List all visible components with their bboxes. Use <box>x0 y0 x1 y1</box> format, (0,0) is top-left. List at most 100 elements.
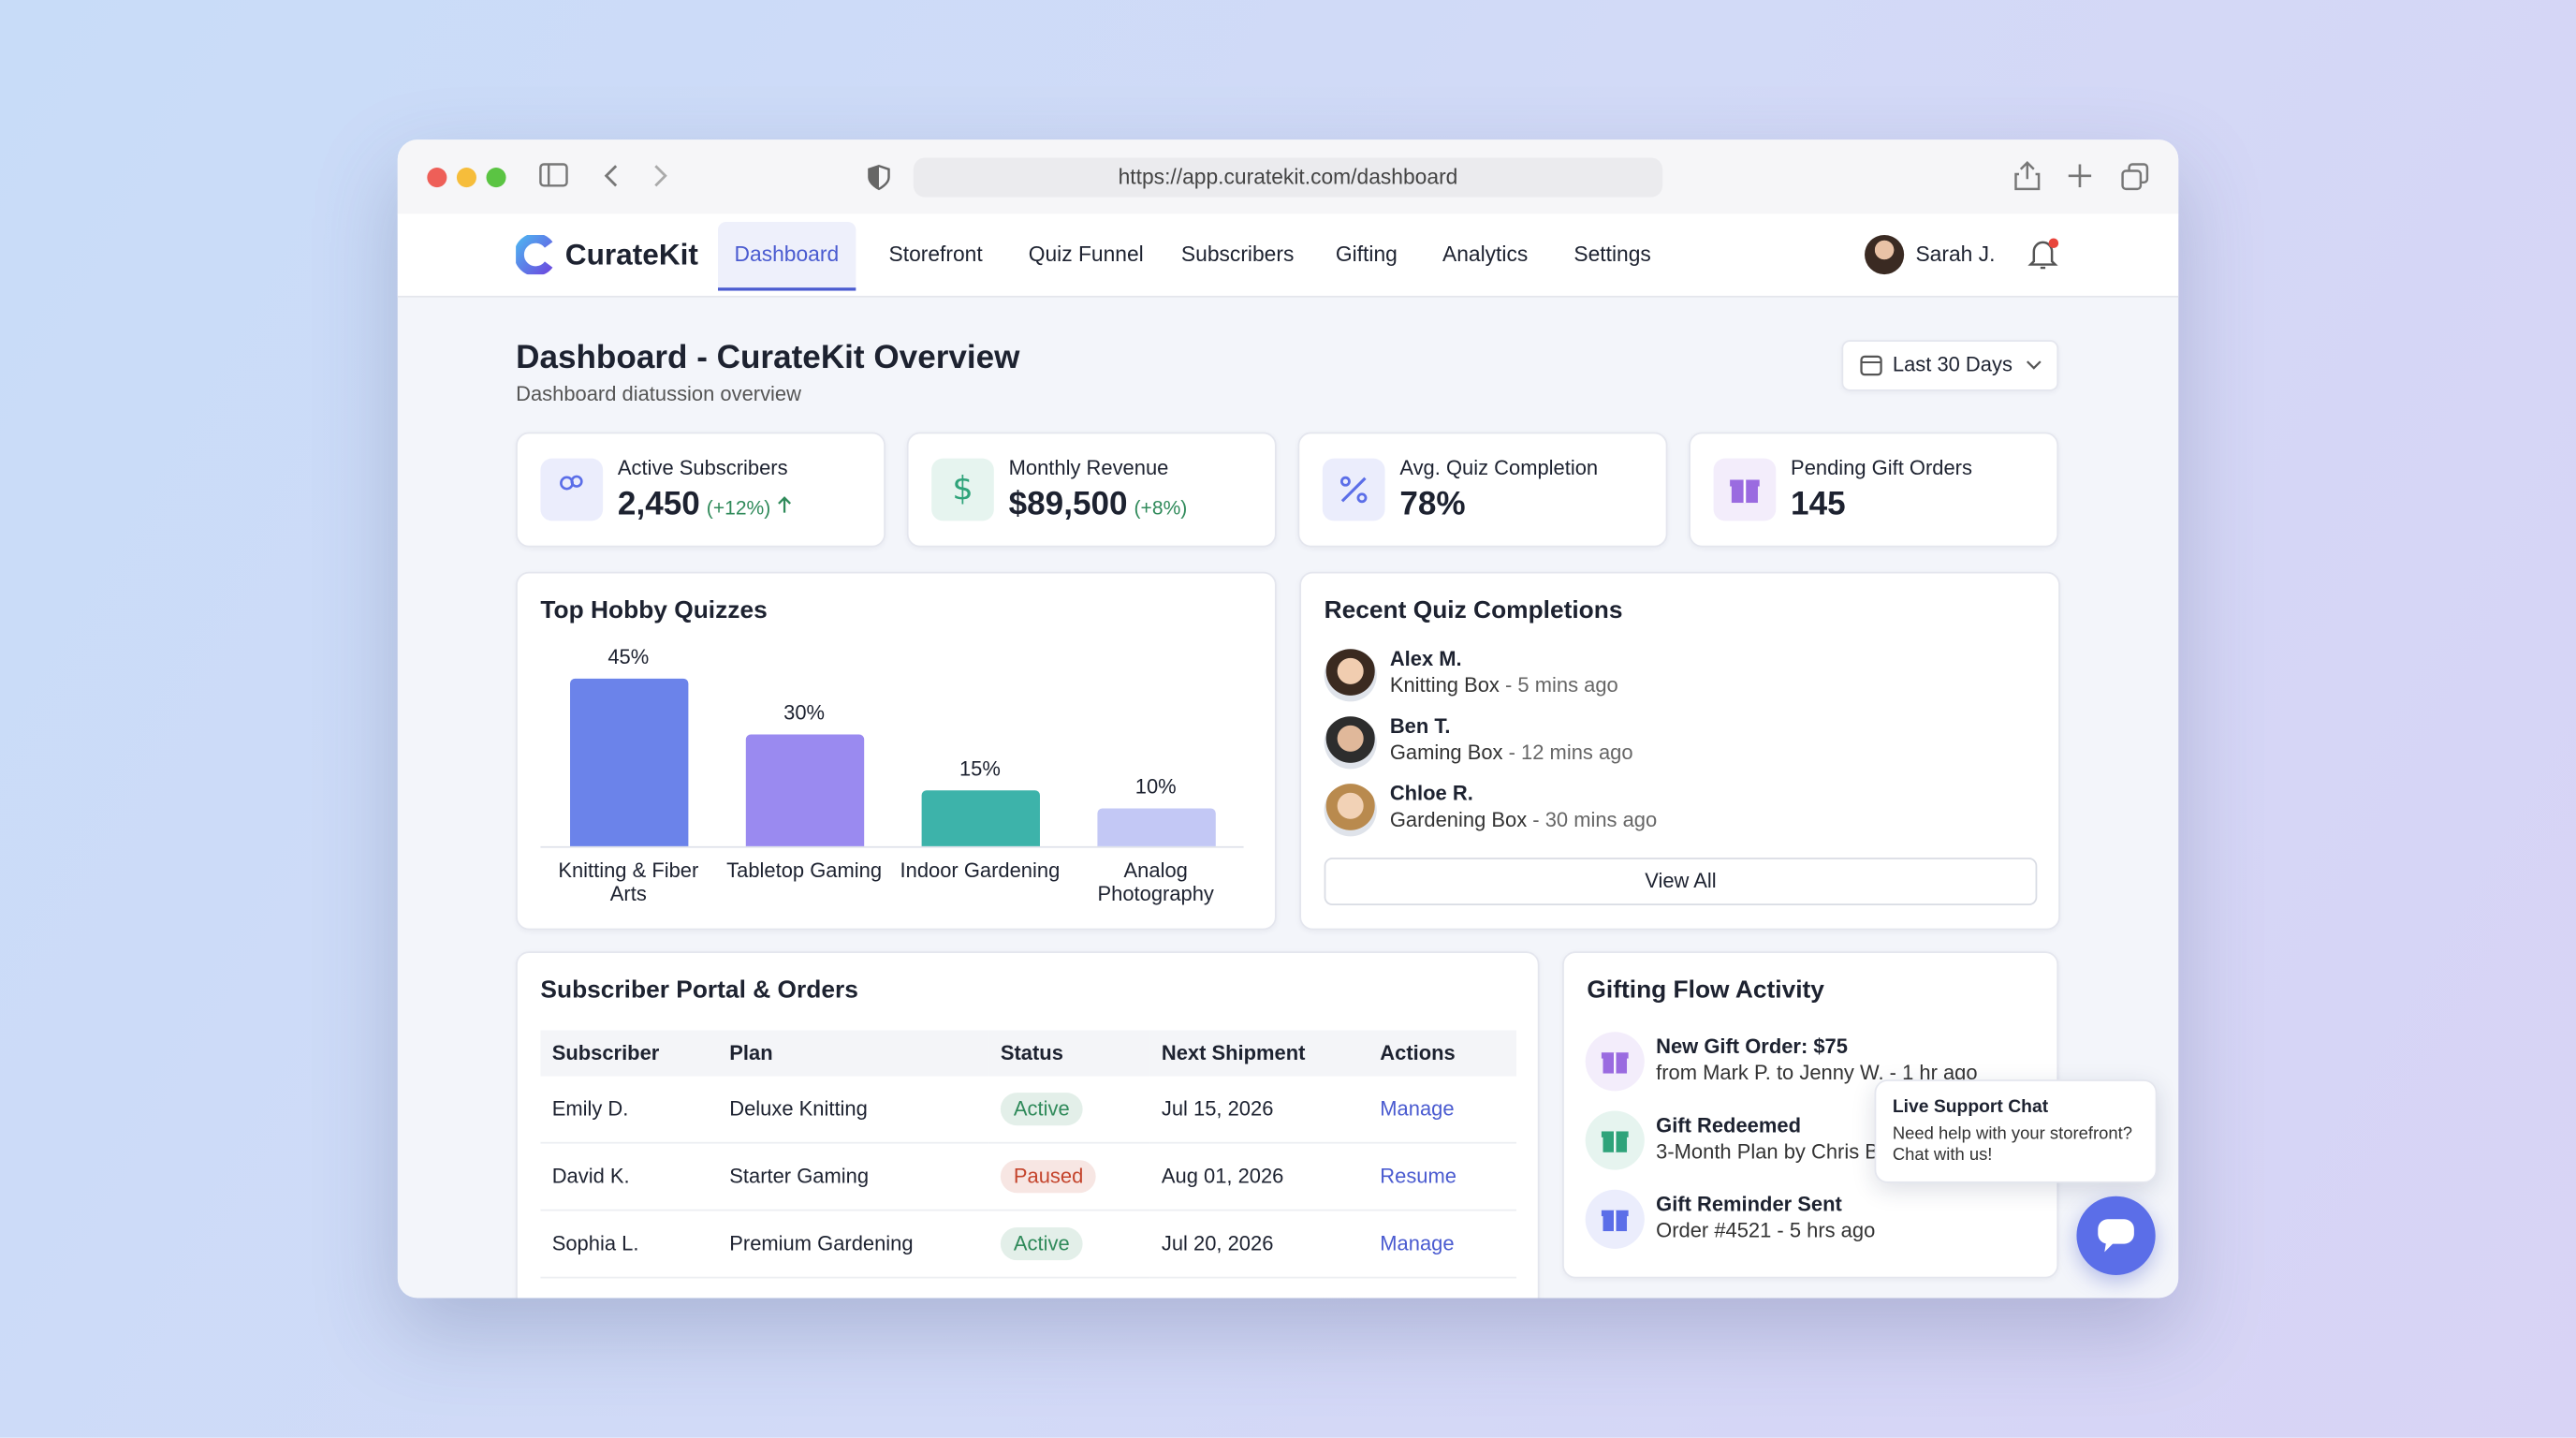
bar <box>744 734 864 846</box>
stat-change: (+12%) <box>706 496 771 520</box>
x-tick-label: Analog Photography <box>1097 858 1214 906</box>
gift-title: Gift Redeemed <box>1656 1113 1801 1137</box>
bar <box>920 790 1040 846</box>
avatar <box>1324 716 1377 770</box>
stat-label: Active Subscribers <box>617 456 788 480</box>
stat-icon <box>1322 458 1385 521</box>
chat-button[interactable] <box>2076 1196 2156 1275</box>
table-row: Emily D. Deluxe Knitting Active Jul 15, 202… <box>540 1076 1516 1144</box>
table-cell: Deluxe Knitting <box>717 1076 989 1144</box>
shield-icon <box>868 164 890 191</box>
stat-change: (+8%) <box>1134 496 1188 520</box>
arrow-up <box>778 496 792 513</box>
address-bar[interactable]: https://app.curatekit.com/dashboard <box>913 157 1663 198</box>
status-pill: Paused <box>1000 1160 1097 1194</box>
cell-text: Emily D. <box>551 1097 629 1121</box>
stat-value: 145 <box>1791 487 1846 524</box>
back-button[interactable] <box>601 163 621 189</box>
share-button[interactable] <box>2014 161 2041 191</box>
new-tab-button[interactable] <box>2068 164 2092 188</box>
table-cell: Starter Gaming <box>717 1142 989 1211</box>
nav-item[interactable]: Analytics <box>1442 241 1529 267</box>
gift-icon <box>1585 1032 1645 1092</box>
stat-card: Pending Gift Orders 145 <box>1689 432 2059 548</box>
stat-number: 2,450 <box>617 486 700 523</box>
table-cell: Manage <box>1368 1210 1516 1279</box>
row-action[interactable]: Manage <box>1380 1097 1455 1121</box>
view-all-button[interactable]: View All <box>1324 858 2038 906</box>
cell-text: Sophia L. <box>551 1232 639 1255</box>
completion-detail: Knitting Box - 5 mins ago <box>1390 674 1618 697</box>
bar-chart: 45% Knitting & Fiber Arts 30% Tabletop Gami… <box>540 639 1244 918</box>
brand-logo <box>516 234 553 275</box>
column-header: Subscriber <box>540 1030 718 1077</box>
row-action[interactable]: Manage <box>1380 1232 1455 1255</box>
table-cell: Sophia L. <box>540 1210 718 1279</box>
row-action[interactable]: Resume <box>1380 1165 1456 1188</box>
column-header: Actions <box>1368 1030 1516 1077</box>
stat-icon-glyph: $ <box>952 472 973 508</box>
cell-text: Deluxe Knitting <box>729 1097 868 1121</box>
chevron <box>2026 360 2042 370</box>
stat-label: Monthly Revenue <box>1008 456 1169 480</box>
time-ago: - 30 mins ago <box>1532 808 1658 832</box>
gift-icon <box>1585 1110 1645 1170</box>
table-cell: Paused <box>988 1142 1150 1211</box>
stat-icon: $ <box>931 458 994 521</box>
completion-name: Chloe R. <box>1389 782 1473 805</box>
stat-card: Active Subscribers 2,450 (+12%) <box>516 432 886 548</box>
table-cell: Jul 20, 2026 <box>1149 1210 1368 1279</box>
table-cell: Active <box>988 1210 1150 1279</box>
table-cell: Jul 15, 2026 <box>1149 1076 1368 1144</box>
calendar-icon <box>1860 355 1882 376</box>
date-range-button[interactable]: Last 30 Days <box>1841 340 2059 391</box>
table-row: Sophia L. Premium Gardening Active Jul 20, … <box>540 1210 1516 1279</box>
user-avatar[interactable] <box>1865 234 1905 275</box>
bar-value-label: 30% <box>783 701 826 725</box>
cell-text: Aug 01, 2026 <box>1161 1165 1284 1188</box>
cell-text: David K. <box>551 1165 630 1188</box>
stat-label: Avg. Quiz Completion <box>1399 456 1599 480</box>
forward-button[interactable] <box>651 163 670 189</box>
cell-text: Premium Gardening <box>729 1232 914 1255</box>
table-cell: Active <box>988 1076 1150 1144</box>
trend-arrow <box>777 496 792 520</box>
nav-item[interactable]: Gifting <box>1335 241 1398 267</box>
zoom-button[interactable] <box>486 168 506 188</box>
close-button[interactable] <box>427 168 447 188</box>
table-card: Subscriber Portal & Orders Subscriber Pla… <box>516 951 1540 1299</box>
gift-icon <box>1585 1189 1645 1249</box>
table-cell: Resume <box>1368 1142 1516 1211</box>
chart-title: Top Hobby Quizzes <box>540 596 768 624</box>
column-header: Status <box>988 1030 1150 1077</box>
completion-detail: Gaming Box - 12 mins ago <box>1390 741 1633 765</box>
cell-text: Starter Gaming <box>729 1165 870 1188</box>
stat-value: 2,450 (+12%) <box>618 487 792 524</box>
stat-value: 78% <box>1399 487 1465 524</box>
column-header: Plan <box>717 1030 989 1077</box>
minimize-button[interactable] <box>456 168 476 188</box>
cell-text: Jul 20, 2026 <box>1161 1232 1274 1255</box>
gift-detail: 3-Month Plan by Chris B. <box>1656 1140 1885 1164</box>
sidebar-button[interactable] <box>539 163 569 189</box>
stat-number: 145 <box>1791 486 1846 523</box>
table-cell: David K. <box>540 1142 718 1211</box>
nav-item[interactable]: Dashboard <box>717 221 856 291</box>
notifications-button[interactable] <box>2027 237 2060 273</box>
box-name: Gaming Box <box>1389 741 1503 765</box>
user-name[interactable]: Sarah J. <box>1915 241 1996 267</box>
bar-value-label: 10% <box>1134 775 1177 800</box>
status-pill: Active <box>1000 1093 1083 1126</box>
nav-item[interactable]: Subscribers <box>1180 241 1295 267</box>
tabs-button[interactable] <box>2121 163 2149 191</box>
nav-item[interactable]: Quiz Funnel <box>1028 241 1144 267</box>
status-pill: Active <box>1000 1227 1083 1261</box>
chat-title: Live Support Chat <box>1892 1097 2049 1118</box>
column-header: Next Shipment <box>1149 1030 1368 1077</box>
gifting-title: Gifting Flow Activity <box>1587 976 1824 1005</box>
box-name: Knitting Box <box>1389 673 1500 697</box>
nav-item[interactable]: Settings <box>1573 241 1651 267</box>
nav-item[interactable]: Storefront <box>888 241 983 267</box>
recent-card: Recent Quiz Completions Alex M. Knitting … <box>1299 571 2060 931</box>
